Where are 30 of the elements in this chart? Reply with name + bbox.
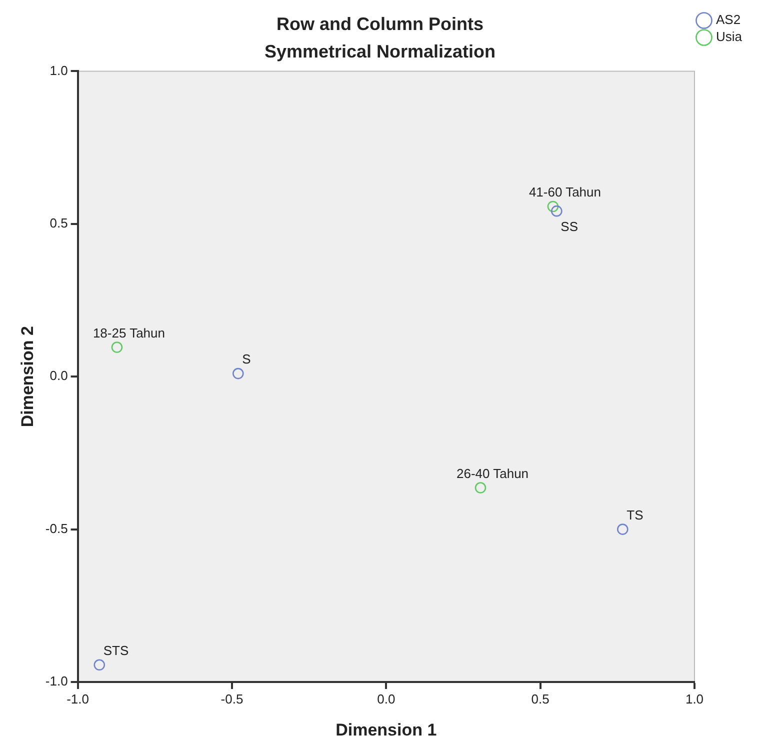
x-axis-title: Dimension 1 — [336, 720, 437, 740]
point — [232, 368, 244, 380]
point — [617, 524, 628, 535]
x-tick-label: 1.0 — [685, 691, 704, 706]
annotation: STS — [103, 642, 129, 658]
point — [551, 205, 562, 217]
point — [111, 342, 123, 353]
y-tick-label: -0.5 — [45, 520, 68, 536]
legend-label: AS2 — [716, 12, 741, 28]
y-axis-title: Dimension 2 — [18, 326, 37, 428]
legend-label: Usia — [716, 29, 743, 44]
point — [474, 482, 486, 494]
y-tick-label: 0.5 — [50, 215, 68, 230]
annotation: SS — [560, 219, 578, 234]
annotation: 41-60 Tahun — [528, 184, 601, 200]
x-tick-label: 0.5 — [531, 691, 550, 706]
annotation: S — [242, 352, 252, 367]
point — [547, 200, 559, 212]
annotation: 18-25 Tahun — [92, 325, 165, 340]
x-tick-label: -0.5 — [220, 691, 244, 706]
chart-title: Row and Column Points — [276, 14, 484, 34]
annotation: 26-40 Tahun — [456, 466, 529, 481]
y-tick-label: 0.0 — [50, 368, 68, 384]
x-tick-label: 0.0 — [377, 691, 396, 706]
chart-subtitle: Symmetrical Normalization — [264, 41, 496, 62]
annotation: TS — [626, 507, 644, 522]
point — [94, 659, 106, 671]
x-tick-label: -1.0 — [66, 691, 90, 706]
y-tick-label: -1.0 — [45, 674, 68, 689]
y-tick-label: 1.0 — [50, 62, 68, 78]
